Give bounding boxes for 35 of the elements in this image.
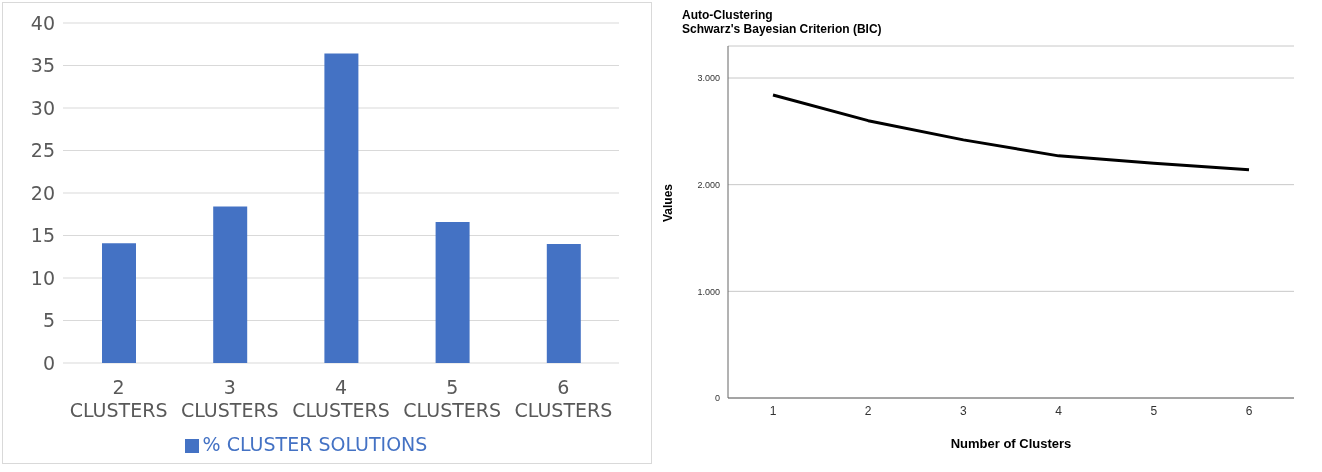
legend-label: % CLUSTER SOLUTIONS <box>202 433 428 455</box>
y-tick-label: 20 <box>30 181 55 204</box>
x-tick-label: 3 CLUSTERS <box>180 376 279 421</box>
y-tick-label: 25 <box>30 139 55 162</box>
x-tick-label: 6 <box>1245 403 1253 418</box>
y-tick-label: 0 <box>42 351 55 374</box>
x-axis-title: Number of Clusters <box>950 436 1072 451</box>
x-tick-label: 5 <box>1150 403 1158 418</box>
y-tick-label: 15 <box>30 224 55 247</box>
bar <box>213 206 248 363</box>
y-tick-label: 1.000 <box>697 286 720 297</box>
bar <box>102 243 136 363</box>
x-tick-label: 6 CLUSTERS <box>514 376 613 421</box>
line-series <box>771 93 1251 172</box>
y-axis-title: Values <box>661 183 676 222</box>
y-tick-label: 2.000 <box>697 179 720 190</box>
y-tick-label: 40 <box>30 11 55 34</box>
bar <box>324 53 359 363</box>
y-tick-label: 30 <box>30 96 55 119</box>
y-tick-label: 35 <box>30 54 55 77</box>
y-tick-label: 10 <box>30 266 55 289</box>
y-tick-label: 3.000 <box>697 73 720 84</box>
y-tick-label: 0 <box>714 393 720 404</box>
x-tick-label: 2 <box>864 403 872 418</box>
x-tick-label: 5 CLUSTERS <box>403 376 502 421</box>
bar <box>546 244 581 363</box>
bar <box>435 221 470 363</box>
x-tick-label: 3 <box>960 403 968 418</box>
x-tick-label: 4 CLUSTERS <box>292 376 390 421</box>
chart-subtitle: Schwarz's Bayesian Criterion (BIC) <box>682 22 883 36</box>
x-tick-label: 1 <box>769 403 777 418</box>
x-tick-label: 2 CLUSTERS <box>69 376 168 421</box>
y-tick-label: 5 <box>42 309 55 332</box>
x-tick-label: 4 <box>1055 403 1063 418</box>
chart-title: Auto-Clustering <box>682 8 774 22</box>
